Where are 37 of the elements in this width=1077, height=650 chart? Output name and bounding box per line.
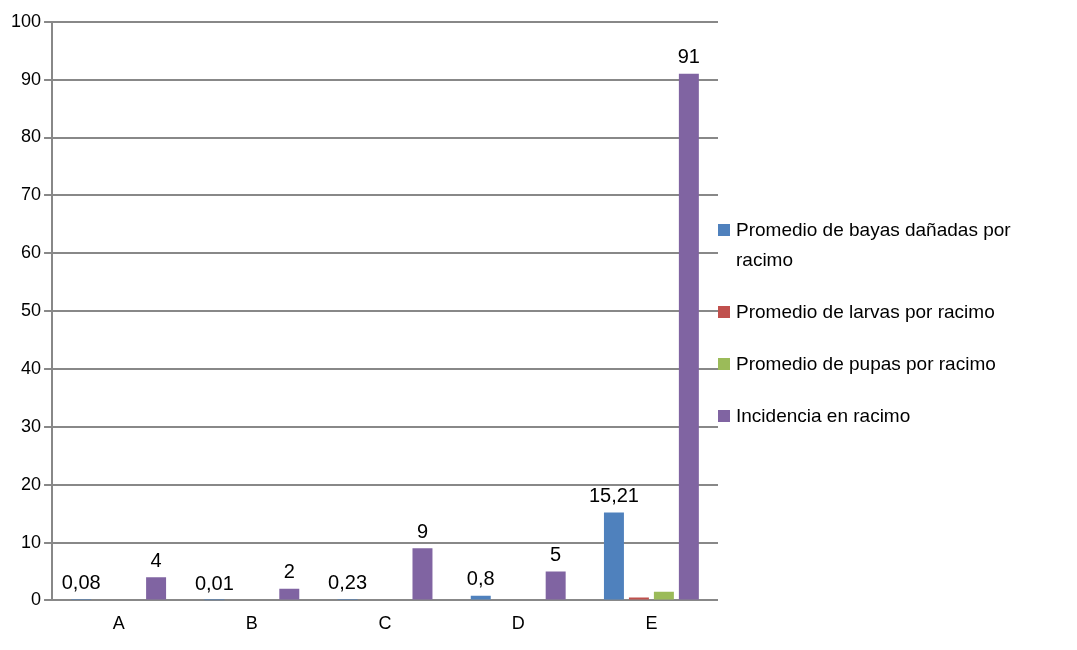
x-tick-label: D: [511, 613, 525, 634]
data-label: 4: [150, 548, 162, 571]
y-tick-label: 60: [21, 242, 42, 263]
x-tick-label: B: [245, 613, 258, 634]
data-label: 15,21: [588, 483, 639, 506]
data-label: 0,8: [466, 567, 495, 590]
y-tick-label: 20: [21, 473, 42, 494]
y-tick-label: 100: [10, 10, 42, 31]
y-tick-label: 30: [21, 415, 42, 436]
data-label: 0,08: [61, 571, 101, 594]
bar: [146, 577, 167, 600]
x-tick-label: C: [378, 613, 392, 634]
y-tick-label: 10: [21, 531, 42, 552]
data-label: 2: [283, 560, 295, 583]
y-tick-label: 50: [21, 300, 42, 321]
legend-label: Promedio de bayas dañadas por racimo: [736, 218, 1012, 272]
bar: [678, 73, 699, 600]
y-tick-label: 80: [21, 126, 42, 147]
x-tick-label: E: [645, 613, 658, 634]
y-tick-label: 0: [31, 589, 42, 610]
data-label: 91: [677, 45, 700, 68]
x-tick-label: A: [112, 613, 125, 634]
bar: [653, 591, 674, 600]
bar: [279, 588, 300, 600]
legend-label: Promedio de larvas por racimo: [736, 300, 995, 324]
bar: [412, 548, 433, 600]
data-label: 9: [416, 519, 429, 542]
bar: [603, 512, 624, 600]
y-tick-label: 70: [21, 184, 42, 205]
legend-label: Promedio de pupas por racimo: [736, 352, 996, 376]
y-tick-label: 40: [21, 357, 42, 378]
data-label: 0,23: [328, 570, 368, 593]
data-label: 5: [550, 542, 562, 565]
bar: [545, 571, 566, 600]
legend-label: Incidencia en racimo: [736, 404, 911, 428]
y-tick-label: 90: [21, 68, 42, 89]
data-label: 0,01: [194, 571, 234, 594]
